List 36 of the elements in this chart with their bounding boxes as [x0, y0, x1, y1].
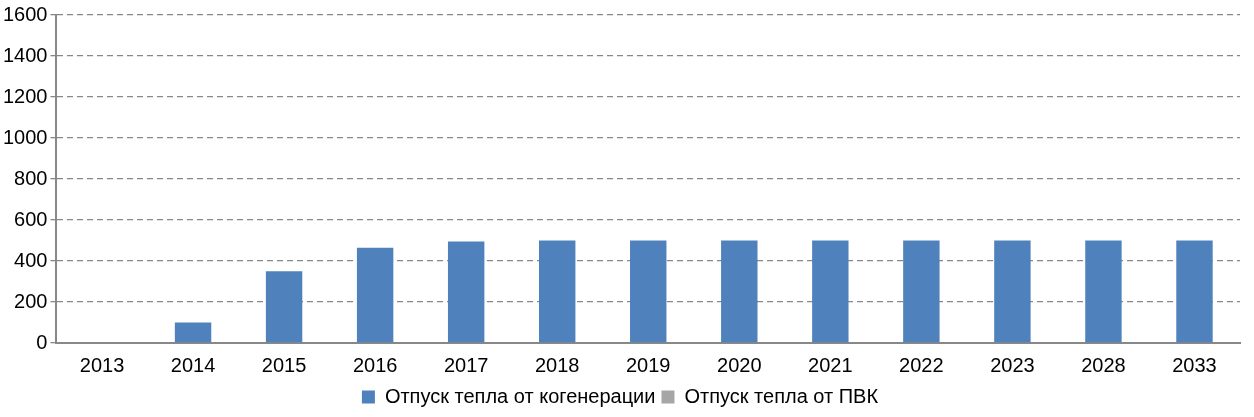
x-tick-label: 2020 [717, 353, 762, 376]
y-tick-label: 400 [14, 248, 48, 271]
y-tick-label: 200 [14, 289, 48, 312]
y-tick-label: 1200 [2, 84, 48, 107]
bar [903, 240, 940, 343]
bar [812, 240, 849, 343]
bar [1085, 240, 1122, 343]
x-tick-label: 2015 [261, 353, 307, 376]
x-tick-label: 2028 [1081, 353, 1126, 376]
x-tick-label: 2021 [808, 353, 853, 376]
bar [721, 240, 758, 343]
bar [265, 271, 303, 343]
y-tick-label: 1000 [2, 125, 48, 148]
legend-label: Отпуск тепла от когенерации [384, 384, 656, 407]
x-tick-label: 2018 [534, 353, 580, 376]
bar [447, 241, 485, 343]
x-tick-label: 2016 [352, 353, 398, 376]
y-tick-label: 600 [14, 207, 48, 230]
legend-label: Отпуск тепла от ПВК [684, 384, 879, 407]
x-tick-label: 2033 [1172, 353, 1217, 376]
bar [174, 322, 212, 343]
y-tick-label: 0 [36, 330, 48, 353]
x-tick-label: 2014 [170, 353, 216, 376]
y-tick-label: 1600 [2, 2, 48, 25]
bar [1176, 240, 1213, 343]
bar [630, 240, 667, 343]
x-tick-label: 2013 [79, 353, 125, 376]
y-tick-label: 800 [14, 166, 48, 189]
x-tick-label: 2022 [899, 353, 944, 376]
x-tick-label: 2017 [443, 353, 489, 376]
y-tick-label: 1400 [2, 43, 48, 66]
bar [539, 240, 576, 343]
bar [356, 247, 394, 343]
bar [994, 240, 1031, 343]
x-tick-label: 2019 [626, 353, 671, 376]
x-tick-label: 2023 [990, 353, 1035, 376]
